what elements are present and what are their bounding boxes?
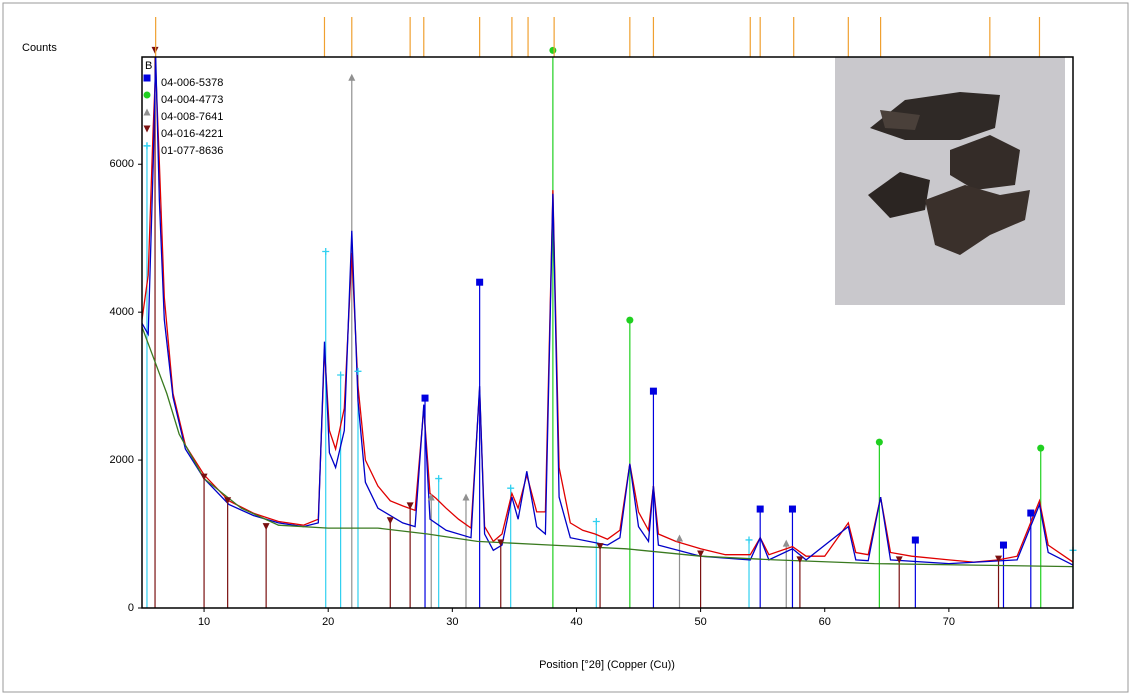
pattern-marker (1027, 509, 1035, 517)
pattern-marker (421, 394, 429, 402)
x-tick-label: 10 (198, 616, 210, 628)
pattern-marker (200, 473, 208, 481)
pattern-marker (649, 387, 657, 395)
x-axis-label: Position [°2θ] (Copper (Cu)) (539, 659, 675, 671)
pattern-marker (507, 484, 515, 492)
pattern-marker (911, 536, 919, 544)
pattern-marker (756, 505, 764, 513)
legend-label: 04-006-5378 (161, 77, 223, 89)
pattern-marker (788, 505, 796, 513)
pattern-marker (592, 517, 600, 525)
pattern-marker (596, 543, 604, 551)
pattern-marker (224, 497, 232, 505)
x-tick-label: 70 (943, 616, 955, 628)
pattern-marker (697, 550, 705, 558)
profile-line (142, 326, 1073, 568)
y-tick-label: 2000 (110, 454, 134, 466)
y-axis-label: Counts (22, 42, 57, 54)
x-tick-label: 50 (694, 616, 706, 628)
plot-area (142, 57, 1073, 608)
pattern-marker (462, 493, 470, 501)
profile-line (142, 68, 1073, 563)
pattern-marker (348, 73, 356, 81)
legend-label: 04-008-7641 (161, 111, 223, 123)
y-tick-label: 6000 (110, 158, 134, 170)
pattern-marker (476, 278, 484, 286)
plot-frame (141, 56, 1074, 609)
pattern-marker (427, 493, 435, 501)
legend-label: 04-004-4773 (161, 94, 223, 106)
pattern-marker (497, 539, 505, 547)
pattern-marker (895, 556, 903, 564)
pattern-marker (151, 46, 159, 54)
x-tick-label: 30 (446, 616, 458, 628)
pattern-marker (337, 371, 345, 379)
y-tick-label: 0 (128, 602, 134, 614)
pattern-marker (796, 556, 804, 564)
pattern-marker (143, 108, 151, 116)
sample-photo (835, 57, 1065, 305)
pattern-marker (675, 534, 683, 542)
pattern-marker (782, 539, 790, 547)
pattern-marker (999, 541, 1007, 549)
legend-label: 01-077-8636 (161, 145, 223, 157)
pattern-marker (262, 523, 270, 531)
x-tick-label: 60 (819, 616, 831, 628)
legend-title: B (145, 60, 152, 72)
pattern-marker (143, 74, 151, 82)
x-tick-label: 40 (570, 616, 582, 628)
pattern-marker (549, 46, 557, 54)
y-tick-label: 4000 (110, 306, 134, 318)
pattern-marker (406, 502, 414, 510)
legend-label: 04-016-4221 (161, 128, 223, 140)
pattern-marker (995, 555, 1003, 563)
pattern-marker (435, 475, 443, 483)
pattern-marker (143, 125, 151, 133)
pattern-marker (143, 91, 151, 99)
pattern-marker (354, 367, 362, 375)
pattern-marker (875, 438, 883, 446)
pattern-marker (626, 316, 634, 324)
pattern-marker (143, 142, 151, 150)
x-tick-label: 20 (322, 616, 334, 628)
pattern-marker (322, 248, 330, 256)
pattern-marker (386, 517, 394, 525)
pattern-marker (1037, 444, 1045, 452)
pattern-marker (745, 536, 753, 544)
